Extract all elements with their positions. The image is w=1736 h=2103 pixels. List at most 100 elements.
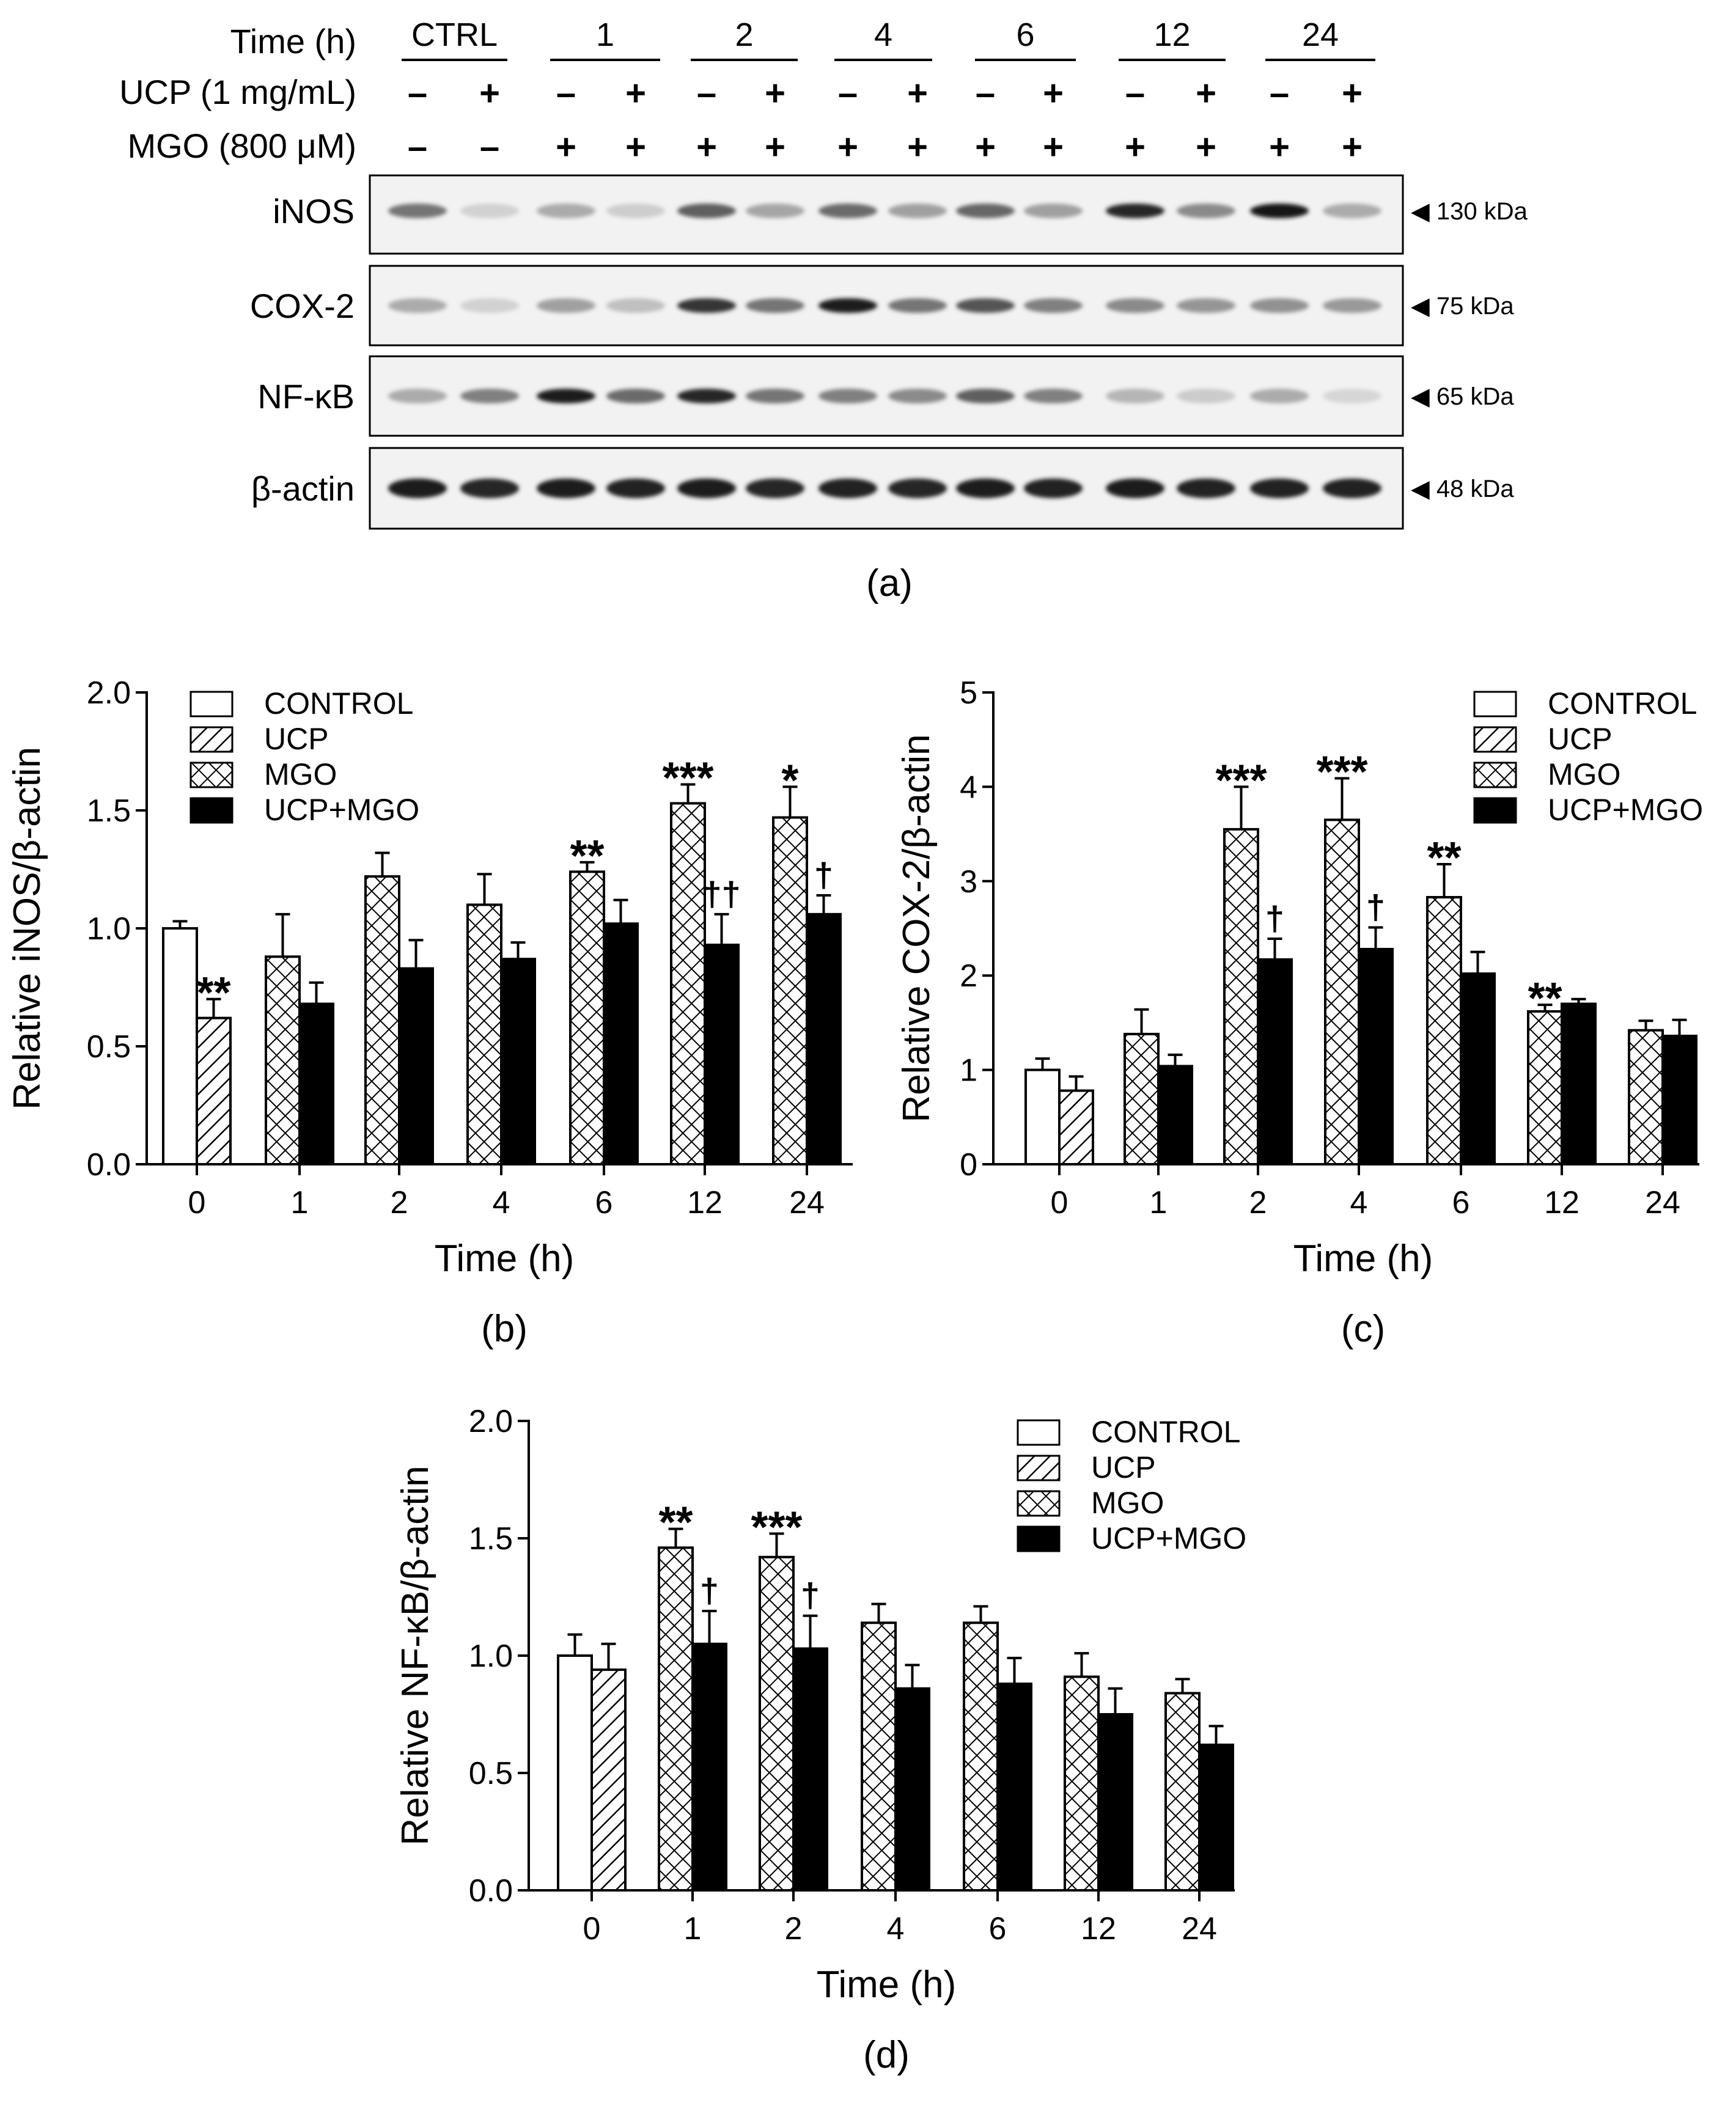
significance-label: †† bbox=[702, 875, 740, 913]
blot-band bbox=[1250, 298, 1309, 313]
time-group-label: 6 bbox=[1016, 17, 1034, 53]
bar-group bbox=[963, 1605, 999, 1892]
mgo-sign: + bbox=[625, 127, 646, 167]
row-label-ucp: UCP (1 mg/mL) bbox=[119, 73, 356, 111]
ucp-sign: – bbox=[556, 73, 576, 113]
y-tick-label: 0.0 bbox=[469, 1873, 513, 1909]
blot-band bbox=[537, 389, 595, 403]
bar-group: *** bbox=[1316, 748, 1368, 1165]
mgo-sign: – bbox=[480, 127, 499, 167]
bar-group: † bbox=[806, 856, 842, 1165]
bar-ucp-plus-mgo bbox=[1257, 958, 1293, 1166]
time-group-headers: CTRL 1 2 4 6 12 24 bbox=[402, 17, 1375, 61]
blot-band bbox=[677, 204, 736, 218]
mgo-sign: + bbox=[837, 127, 858, 167]
blot-band bbox=[537, 479, 595, 498]
blot-band bbox=[1177, 479, 1235, 498]
bar-group: *** bbox=[662, 754, 714, 1166]
bar-ucp-plus-mgo bbox=[1561, 1002, 1597, 1166]
mgo-sign: + bbox=[696, 127, 717, 167]
ucp-sign: + bbox=[907, 73, 928, 113]
bar-ucp-plus-mgo bbox=[1661, 1035, 1697, 1165]
mgo-sign-row: – – + + + + + + + + + + + + bbox=[408, 127, 1363, 167]
mgo-sign: + bbox=[1125, 127, 1146, 167]
bar-ucp bbox=[1058, 1089, 1094, 1165]
ucp-sign: + bbox=[1043, 73, 1064, 113]
bar-mgo bbox=[1527, 1010, 1563, 1165]
bar-ucp bbox=[590, 1668, 627, 1892]
panel-caption: (c) bbox=[1341, 1308, 1385, 1350]
blot-band bbox=[388, 204, 447, 218]
blot-strip-COX-2: COX-2 ◀ 75 kDa bbox=[250, 265, 1514, 347]
blot-band bbox=[677, 389, 736, 403]
x-tick-label: 12 bbox=[1544, 1185, 1580, 1220]
bar-ucp-plus-mgo bbox=[500, 958, 536, 1166]
x-tick-label: 0 bbox=[1051, 1185, 1068, 1220]
bar-control bbox=[162, 927, 198, 1165]
blot-band bbox=[606, 479, 665, 498]
blot-strip-NF-κB: NF-κB ◀ 65 kDa bbox=[257, 355, 1514, 437]
bar-group bbox=[265, 912, 301, 1165]
bar-group bbox=[1460, 950, 1496, 1166]
blot-band bbox=[677, 298, 736, 313]
legend-label: CONTROL bbox=[264, 686, 413, 721]
bar-group bbox=[1157, 1053, 1193, 1165]
significance-label: * bbox=[781, 756, 798, 805]
blot-band bbox=[460, 298, 519, 313]
time-group-label: 12 bbox=[1153, 17, 1190, 53]
bar-group bbox=[1661, 1018, 1697, 1165]
panel-caption: (b) bbox=[481, 1308, 528, 1350]
legend-label: UCP+MGO bbox=[264, 793, 419, 827]
x-tick-label: 0 bbox=[583, 1911, 601, 1947]
x-tick-label: 24 bbox=[1645, 1185, 1680, 1220]
blot-strip-iNOS: iNOS ◀ 130 kDa bbox=[273, 174, 1528, 255]
mgo-sign: – bbox=[408, 127, 427, 167]
bar-group bbox=[861, 1602, 897, 1892]
panel-caption: (d) bbox=[863, 2034, 910, 2076]
bar-group bbox=[298, 981, 334, 1166]
blot-size-marker: ◀ 65 kDa bbox=[1411, 383, 1514, 410]
bar-group: *** bbox=[1215, 756, 1267, 1165]
bar-mgo bbox=[670, 802, 706, 1166]
y-tick-label: 3 bbox=[960, 864, 977, 900]
legend-label: MGO bbox=[264, 757, 337, 791]
blot-frame bbox=[369, 265, 1404, 347]
blot-band bbox=[818, 298, 877, 313]
x-tick-label: 4 bbox=[493, 1185, 510, 1220]
mgo-sign: + bbox=[556, 127, 576, 167]
x-tick-label: 0 bbox=[188, 1185, 206, 1220]
legend-swatch bbox=[189, 797, 234, 824]
x-tick-label: 12 bbox=[1081, 1911, 1116, 1947]
time-group-label: 24 bbox=[1302, 17, 1339, 53]
blot-label: iNOS bbox=[273, 192, 355, 230]
significance-label: † bbox=[1265, 899, 1284, 938]
x-tick-label: 1 bbox=[1150, 1185, 1168, 1220]
ucp-sign: – bbox=[838, 73, 858, 113]
blot-band bbox=[746, 389, 804, 403]
blot-band bbox=[460, 479, 519, 498]
bar-mgo bbox=[1124, 1032, 1160, 1165]
bar-group bbox=[1164, 1678, 1201, 1892]
blot-band bbox=[1024, 204, 1083, 218]
legend-label: UCP bbox=[1548, 722, 1613, 756]
blot-band bbox=[1250, 204, 1309, 218]
bar-group: ** bbox=[1426, 834, 1462, 1165]
bar-group: ** bbox=[196, 969, 232, 1166]
blot-band bbox=[1024, 389, 1083, 403]
ucp-sign: + bbox=[1196, 73, 1216, 113]
bar-group bbox=[557, 1633, 593, 1892]
bar-mgo bbox=[265, 955, 301, 1165]
bar-mgo bbox=[861, 1621, 897, 1892]
mgo-sign: + bbox=[975, 127, 996, 167]
row-label-mgo: MGO (800 μM) bbox=[127, 127, 356, 165]
significance-label: ** bbox=[1427, 834, 1461, 883]
blot-band bbox=[1177, 298, 1235, 313]
bar-ucp bbox=[196, 1016, 232, 1166]
legend-label: CONTROL bbox=[1091, 1415, 1240, 1449]
x-tick-label: 12 bbox=[687, 1185, 723, 1220]
bar-group: † bbox=[792, 1576, 828, 1892]
mgo-sign: + bbox=[765, 127, 785, 167]
bar-ucp-plus-mgo bbox=[603, 922, 639, 1166]
blot-band bbox=[1323, 204, 1381, 218]
